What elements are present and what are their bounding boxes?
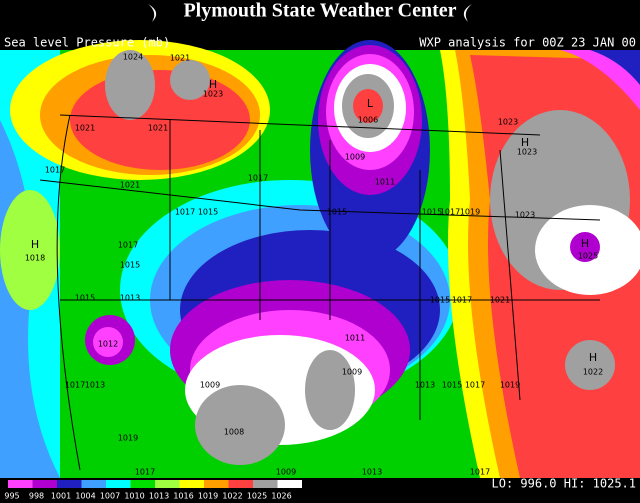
contour-label: 1009 xyxy=(276,468,296,477)
boundaries xyxy=(39,114,601,471)
legend-swatch xyxy=(81,480,106,488)
map-field xyxy=(0,40,640,478)
contour-label: 1017 xyxy=(135,468,155,477)
contour-label: 1017 xyxy=(452,296,472,305)
contour-label: 1013 xyxy=(415,381,435,390)
contour-label: 1011 xyxy=(375,178,395,187)
legend-swatch xyxy=(155,480,180,488)
legend-swatch xyxy=(228,480,253,488)
contour-label: 1019 xyxy=(500,381,520,390)
contour-label: 1023 xyxy=(498,118,518,127)
legend-label: 995 xyxy=(4,492,19,501)
legend-label: 1001 xyxy=(51,492,71,501)
pressure-center: H xyxy=(521,136,529,149)
contour-label: 1017 xyxy=(65,381,85,390)
contour-label: 1021 xyxy=(148,124,168,133)
contour-label: 1013 xyxy=(85,381,105,390)
field-label: Sea level Pressure (mb) xyxy=(4,36,170,50)
contour-label: 1019 xyxy=(460,208,480,217)
legend-swatch xyxy=(32,480,57,488)
contour-label: 1008 xyxy=(224,428,244,437)
legend-label: 1016 xyxy=(173,492,193,501)
pressure-center: H xyxy=(581,237,589,250)
legend-label: 1007 xyxy=(100,492,120,501)
contour-label: 1017 xyxy=(248,174,268,183)
contour-label: 1015 xyxy=(75,294,95,303)
legend-swatch xyxy=(57,480,82,488)
contour-label: 1015 xyxy=(430,296,450,305)
contour-label: 1017 xyxy=(118,241,138,250)
contour-label: 1017 xyxy=(45,166,65,175)
contour-label: 1015 xyxy=(442,381,462,390)
contour-label: 1025 xyxy=(578,252,598,261)
contour-label: 1011 xyxy=(345,334,365,343)
contour-label: 1009 xyxy=(342,368,362,377)
contour-label: 1013 xyxy=(120,294,140,303)
legend-swatch xyxy=(130,480,155,488)
contour-label: 1017 xyxy=(440,208,460,217)
pressure-center: H xyxy=(589,351,597,364)
logo-icon xyxy=(463,4,472,22)
contour-label: 1023 xyxy=(517,148,537,157)
contour-label: 1019 xyxy=(118,434,138,443)
legend-swatch xyxy=(253,480,278,488)
legend-swatch xyxy=(8,480,33,488)
contour-label: 1021 xyxy=(75,124,95,133)
legend-swatch xyxy=(204,480,229,488)
legend-label: 1025 xyxy=(247,492,267,501)
contour-label: 1018 xyxy=(25,254,45,263)
contour-label: 1017 xyxy=(175,208,195,217)
min-max: LO: 996.0 HI: 1025.1 xyxy=(492,477,637,491)
analysis-label: WXP analysis for 00Z 23 JAN 00 xyxy=(419,36,636,50)
pressure-center: H xyxy=(31,238,39,251)
contour-label: 1006 xyxy=(358,116,378,125)
contour-label: 1017 xyxy=(470,468,490,477)
contour-label: 1015 xyxy=(327,208,347,217)
legend-label: 1019 xyxy=(198,492,218,501)
pressure-center: L xyxy=(367,97,374,110)
legend-label: 1026 xyxy=(271,492,291,501)
legend-label: 1004 xyxy=(75,492,95,501)
contour-label: 1024 xyxy=(123,53,143,62)
pressure-center: H xyxy=(209,78,217,91)
legend-swatch xyxy=(106,480,131,488)
contour-label: 1013 xyxy=(362,468,382,477)
contour-label: 1023 xyxy=(515,211,535,220)
contour-label: 1021 xyxy=(490,296,510,305)
legend-label: 1022 xyxy=(222,492,242,501)
contour-label: 1021 xyxy=(120,181,140,190)
contour-label: 1023 xyxy=(203,90,223,99)
contour-label: 1015 xyxy=(422,208,442,217)
legend-label: 1010 xyxy=(124,492,144,501)
contour-label: 1021 xyxy=(170,54,190,63)
contour-label: 1015 xyxy=(198,208,218,217)
logo-icon xyxy=(148,4,157,22)
contour-label: 1017 xyxy=(465,381,485,390)
contour-label: 1009 xyxy=(200,381,220,390)
contour-label: 1009 xyxy=(345,153,365,162)
legend-label: 1013 xyxy=(149,492,169,501)
contour-label: 1012 xyxy=(98,340,118,349)
legend-swatch xyxy=(179,480,204,488)
legend-label: 998 xyxy=(29,492,44,501)
legend-swatch xyxy=(277,480,302,488)
title: Plymouth State Weather Center xyxy=(183,0,456,22)
contour-label: 1015 xyxy=(120,261,140,270)
contour-label: 1022 xyxy=(583,368,603,377)
